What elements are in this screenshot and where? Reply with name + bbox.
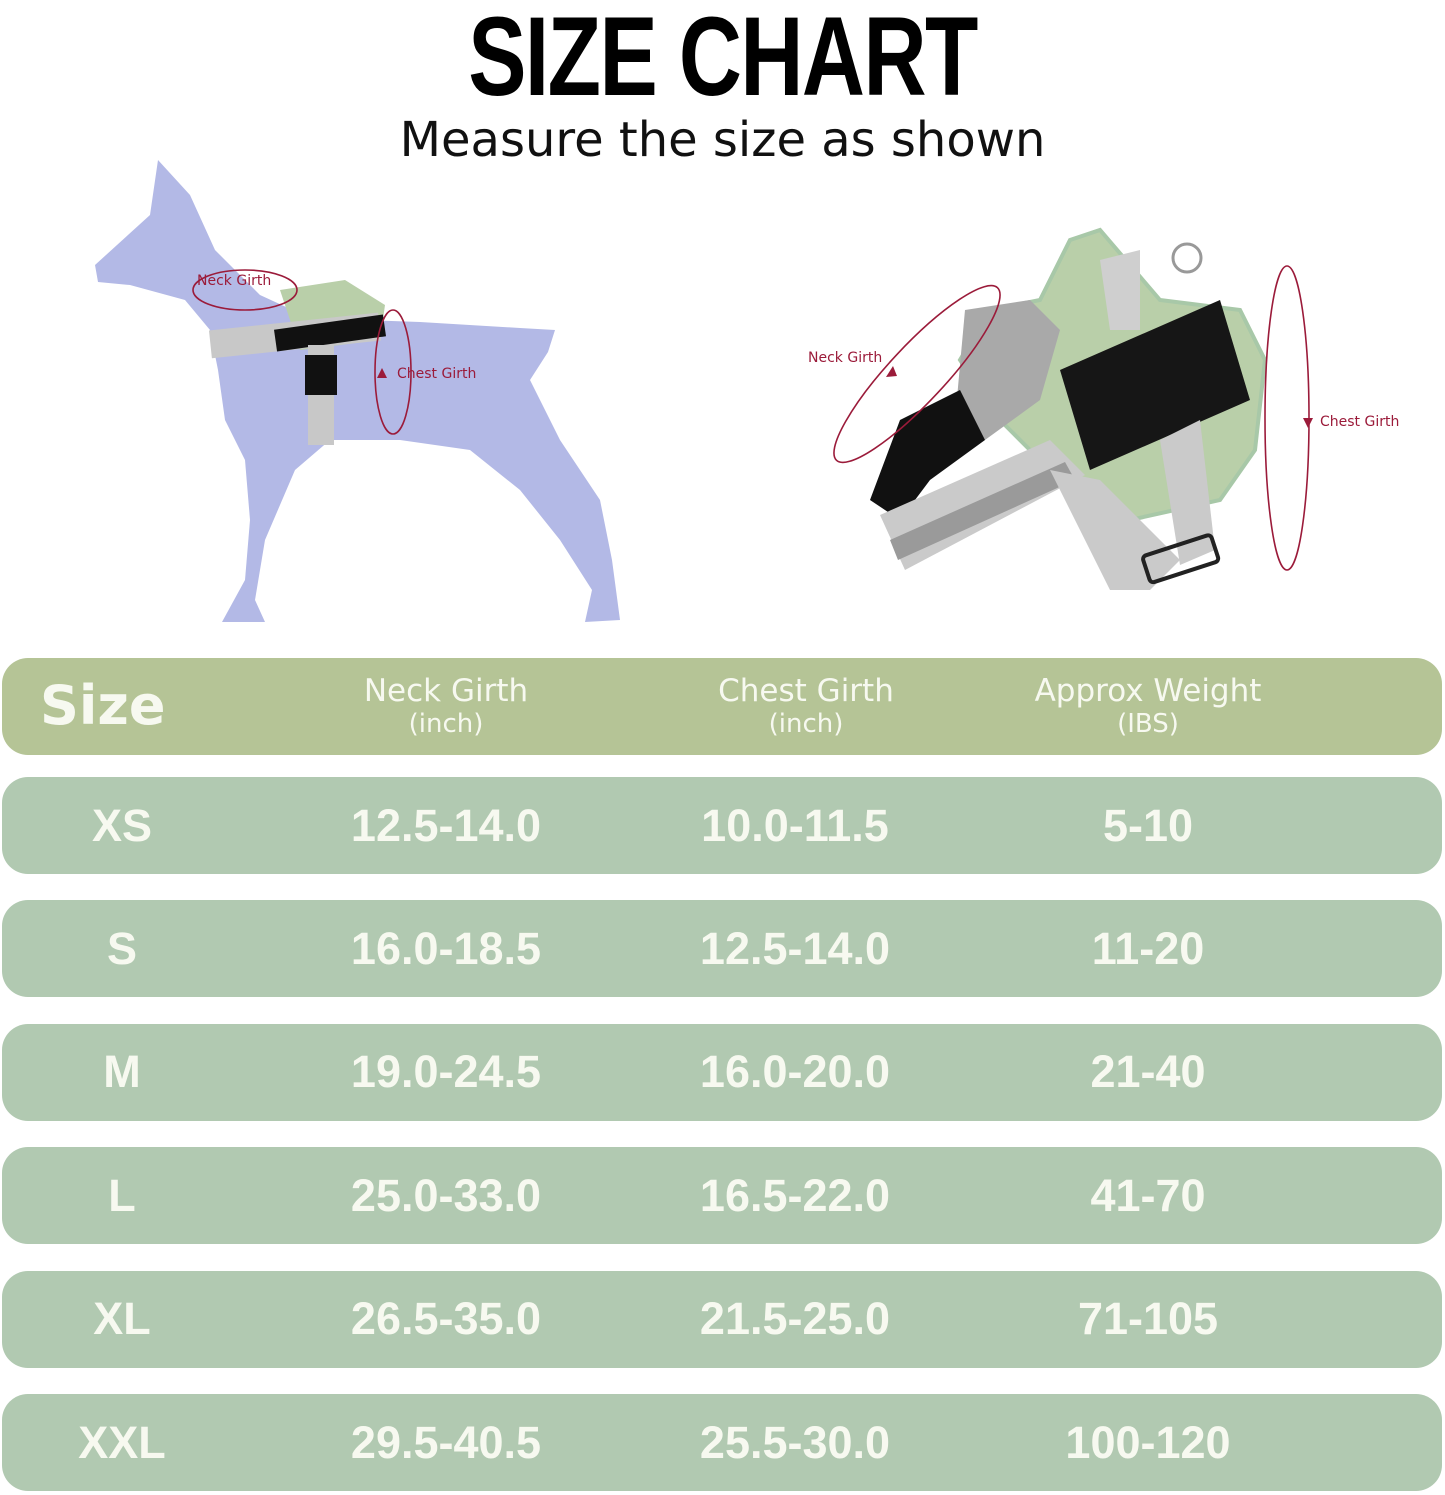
cell-weight: 100-120 (1065, 1416, 1231, 1468)
cell-chest: 12.5-14.0 (699, 922, 891, 974)
cell-weight: 11-20 (1091, 922, 1205, 974)
header-weight-label: Approx Weight (1034, 673, 1262, 709)
header-chest-girth: Chest Girth (inch) (718, 673, 894, 739)
size-table-row: M 19.0-24.5 16.0-20.0 21-40 (2, 1023, 1442, 1121)
cell-size: XS (91, 799, 153, 851)
harness-neck-girth-label: Neck Girth (808, 350, 882, 366)
header-weight-unit: (IBS) (1117, 709, 1179, 739)
harness-chest-girth-label: Chest Girth (1320, 414, 1399, 430)
cell-weight: 71-105 (1077, 1293, 1219, 1345)
size-table-row: XXL 29.5-40.5 25.5-30.0 100-120 (2, 1394, 1442, 1491)
dog-silhouette (95, 160, 620, 622)
size-table-header: Size Neck Girth (inch) Chest Girth (inch… (2, 658, 1442, 755)
cell-chest: 21.5-25.0 (699, 1293, 891, 1345)
cell-size: M (103, 1046, 141, 1098)
measurement-illustration: Neck Girth Chest Girth Neck Girth Chest … (95, 160, 1399, 622)
size-table-row: L 25.0-33.0 16.5-22.0 41-70 (2, 1147, 1442, 1245)
cell-neck: 16.0-18.5 (350, 922, 542, 974)
dog-neck-girth-label: Neck Girth (197, 273, 271, 289)
header-neck-girth: Neck Girth (inch) (363, 673, 529, 739)
cell-weight: 21-40 (1090, 1046, 1206, 1098)
header-neck-unit: (inch) (408, 709, 484, 739)
header-size: Size (40, 674, 166, 737)
cell-size: S (106, 922, 138, 974)
dog-chest-girth-label: Chest Girth (397, 366, 476, 382)
cell-weight: 5-10 (1102, 799, 1194, 851)
cell-size: L (108, 1169, 136, 1221)
cell-size: XXL (78, 1416, 166, 1468)
dog-harness (208, 280, 386, 445)
cell-chest: 16.0-20.0 (699, 1046, 891, 1098)
cell-chest: 16.5-22.0 (699, 1169, 891, 1221)
cell-neck: 26.5-35.0 (350, 1293, 542, 1345)
header-chest-label: Chest Girth (718, 673, 894, 709)
size-table-row: S 16.0-18.5 12.5-14.0 11-20 (2, 900, 1442, 998)
cell-neck: 19.0-24.5 (350, 1046, 542, 1098)
cell-weight: 41-70 (1090, 1169, 1206, 1221)
cell-size: XL (93, 1293, 151, 1345)
cell-neck: 29.5-40.5 (350, 1416, 542, 1468)
header-approx-weight: Approx Weight (IBS) (1034, 673, 1262, 739)
page-title: SIZE CHART (468, 0, 978, 119)
cell-chest: 25.5-30.0 (699, 1416, 891, 1468)
cell-neck: 12.5-14.0 (350, 799, 542, 851)
header-neck-label: Neck Girth (363, 673, 529, 709)
harness-product (870, 227, 1268, 590)
cell-neck: 25.0-33.0 (350, 1169, 542, 1221)
size-table-row: XL 26.5-35.0 21.5-25.0 71-105 (2, 1270, 1442, 1368)
page-subtitle: Measure the size as shown (399, 112, 1046, 168)
cell-chest: 10.0-11.5 (701, 799, 889, 851)
size-table-row: XS 12.5-14.0 10.0-11.5 5-10 (2, 777, 1442, 874)
header-chest-unit: (inch) (768, 709, 844, 739)
